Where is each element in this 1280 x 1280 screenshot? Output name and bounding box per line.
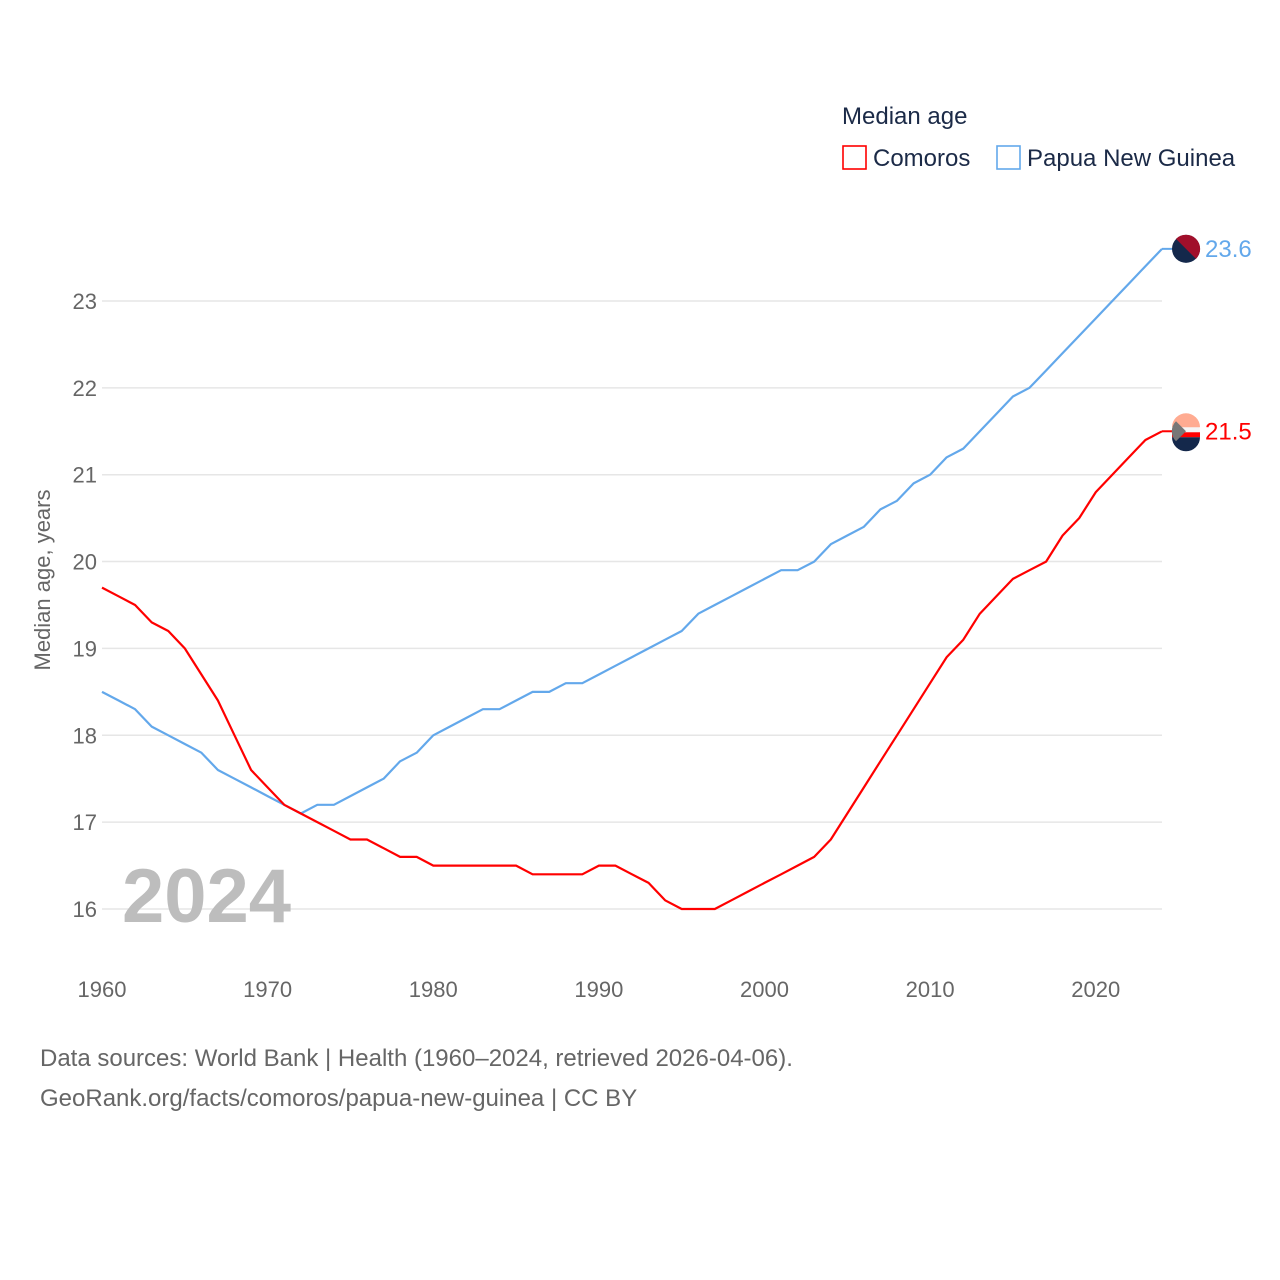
legend-label: Comoros — [873, 145, 970, 172]
x-tick-label: 2020 — [1071, 977, 1120, 1002]
legend-swatch — [842, 145, 867, 170]
end-labels: 23.6 21.5 — [1162, 234, 1252, 452]
year-watermark: 2024 — [122, 854, 291, 939]
series-lines — [101, 248, 1163, 911]
x-axis-ticks: 1960 1970 1980 1990 2000 2010 2020 — [78, 977, 1121, 1002]
legend-label: Papua New Guinea — [1027, 145, 1236, 172]
y-axis-label: Median age, years — [30, 490, 55, 671]
x-tick-label: 2000 — [740, 977, 789, 1002]
legend-item-comoros[interactable]: Comoros — [842, 145, 970, 172]
x-tick-label: 1990 — [574, 977, 623, 1002]
end-value-label: 23.6 — [1205, 236, 1252, 263]
y-tick-label: 23 — [73, 289, 97, 314]
legend-item-papua-new-guinea[interactable]: Papua New Guinea — [996, 145, 1236, 172]
source-line-2[interactable]: GeoRank.org/facts/comoros/papua-new-guin… — [40, 1085, 638, 1112]
end-value-label: 21.5 — [1205, 418, 1252, 445]
y-tick-label: 18 — [73, 723, 97, 748]
y-tick-label: 19 — [73, 636, 97, 661]
legend-title: Median age — [842, 103, 967, 130]
papua-new-guinea-flag-icon — [1172, 234, 1201, 263]
series-line-papua-new-guinea — [101, 248, 1163, 815]
x-tick-label: 1980 — [409, 977, 458, 1002]
y-tick-label: 22 — [73, 376, 97, 401]
y-tick-label: 16 — [73, 897, 97, 922]
comoros-flag-icon — [1171, 413, 1200, 452]
legend-swatch — [996, 145, 1021, 170]
y-tick-label: 21 — [73, 463, 97, 488]
series-line-comoros — [101, 430, 1163, 911]
grid-lines — [102, 300, 1162, 910]
y-tick-label: 17 — [73, 810, 97, 835]
x-tick-label: 2010 — [906, 977, 955, 1002]
legend: Median age Comoros Papua New Guinea — [842, 103, 1236, 172]
y-tick-label: 20 — [73, 550, 97, 575]
source-line-1: Data sources: World Bank | Health (1960–… — [40, 1045, 793, 1072]
y-axis-ticks: 16 17 18 19 20 21 22 23 — [73, 289, 97, 922]
x-tick-label: 1960 — [78, 977, 127, 1002]
x-tick-label: 1970 — [243, 977, 292, 1002]
